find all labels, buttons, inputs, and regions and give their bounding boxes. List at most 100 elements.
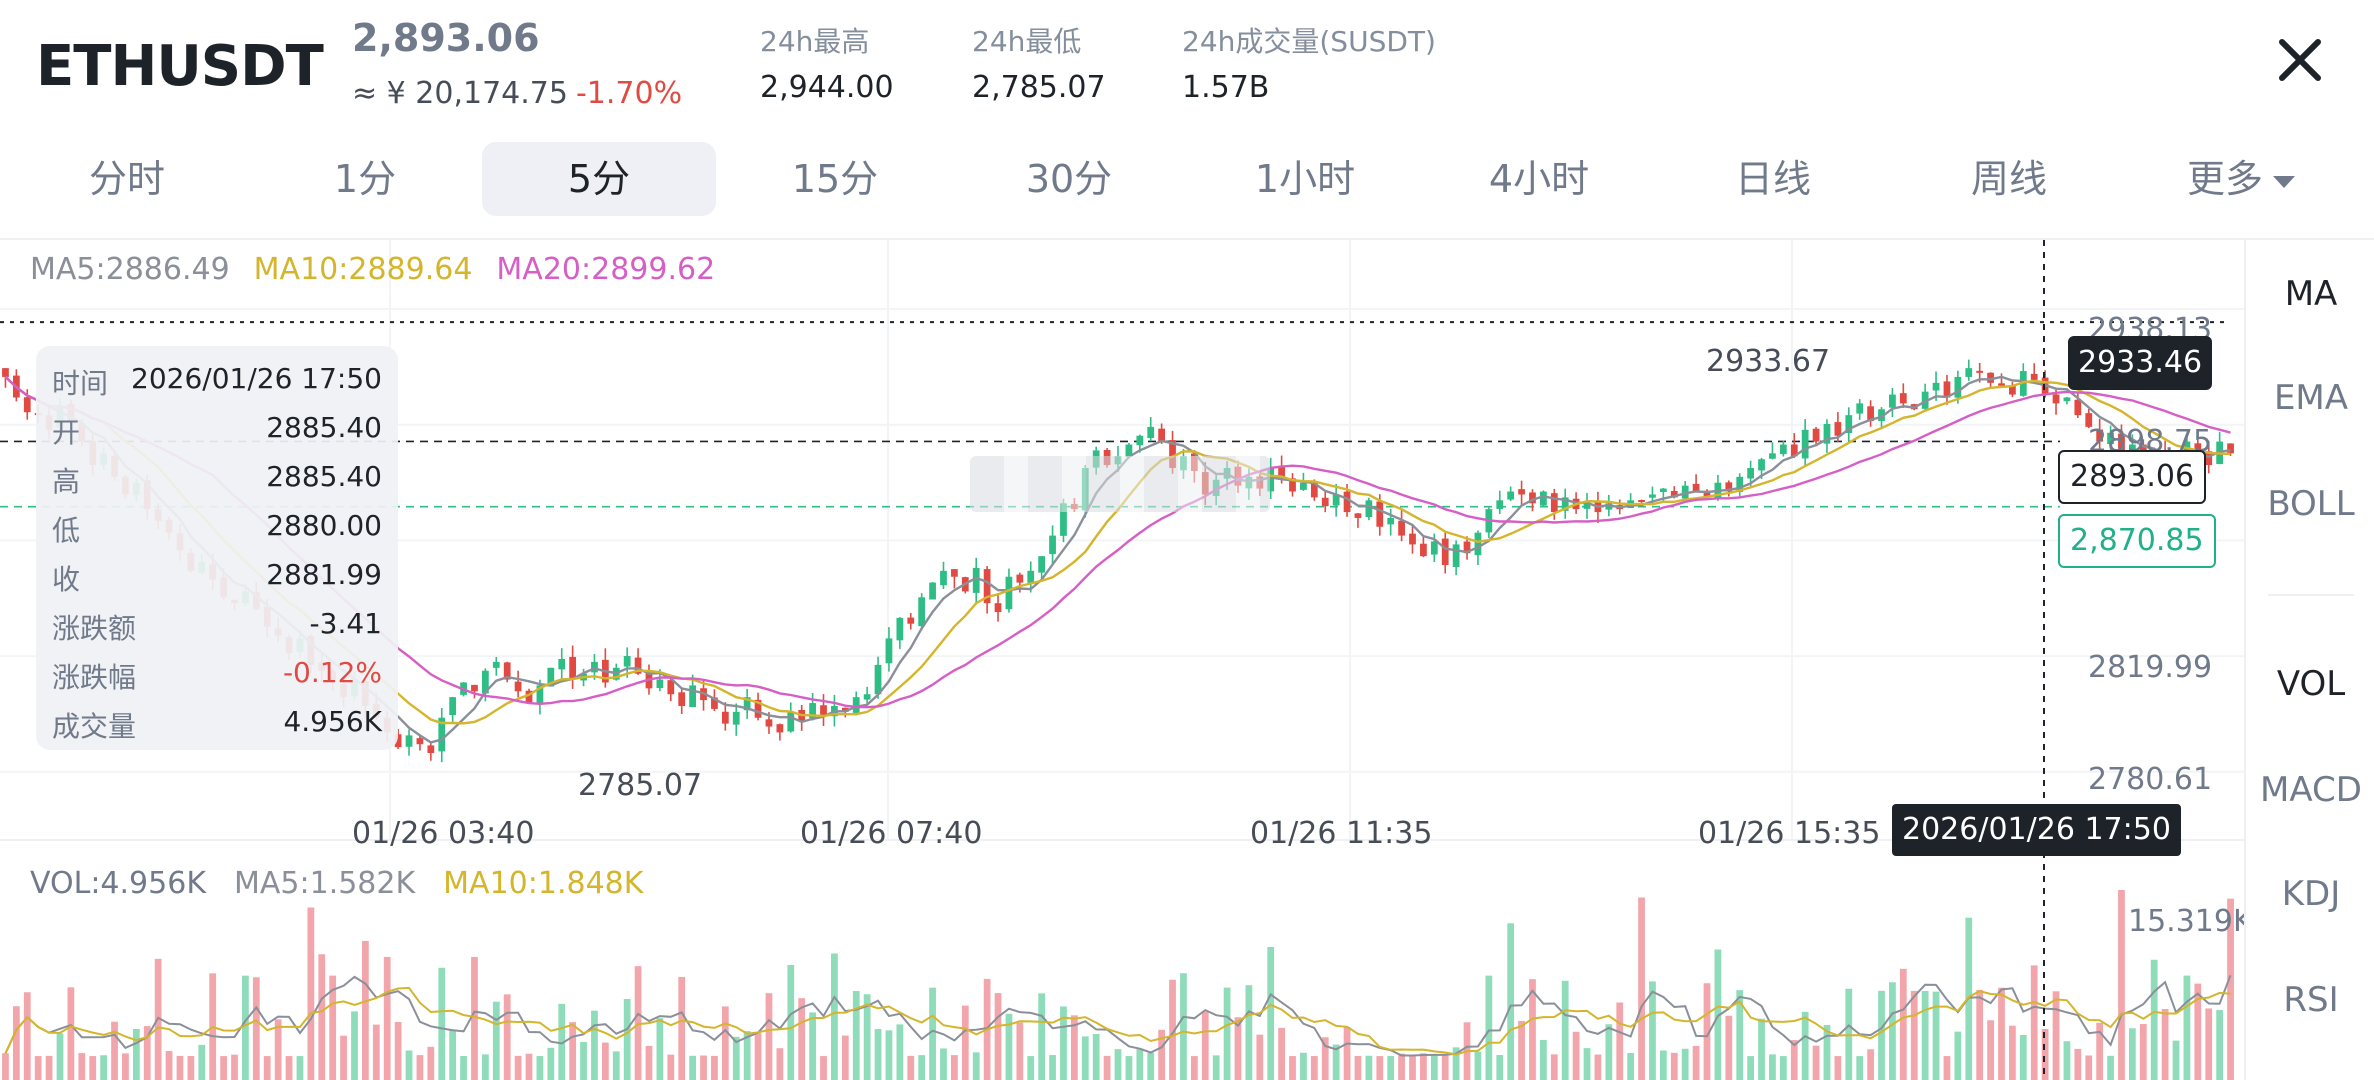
volume-bar [634,966,642,1080]
last-price: 2,893.06 [352,16,540,60]
tab-1h[interactable]: 1小时 [1254,157,1356,201]
candle-body [1845,415,1853,434]
candle-body [2096,429,2104,442]
tooltip-row-change-pct: 涨跌幅 -0.12% [52,656,382,704]
volume-bar [907,1055,915,1080]
volume-bar [263,1056,271,1080]
volume-bar [1518,1020,1525,1080]
candle-body [492,661,500,668]
indicator-ema[interactable]: EMA [2273,378,2349,418]
volume-bar [187,1056,195,1080]
volume-bar [656,1018,664,1080]
volume-bar [1529,979,1536,1080]
tooltip-value: -3.41 [309,607,382,640]
tooltip-key: 收 [52,563,81,596]
candle-body [1387,517,1395,525]
volume-bar [591,1010,598,1080]
candle-body [907,617,915,624]
indicator-vol[interactable]: VOL [2276,664,2346,704]
high-price-tag: 2933.46 [2068,336,2213,390]
mark-price-tag: 2,870.85 [2058,514,2216,568]
crosshair-time-tag: 2026/01/26 17:50 [1892,804,2181,856]
candle-body [2183,441,2191,459]
volume-bar [820,1056,827,1080]
candle-body [983,569,991,604]
tab-4h[interactable]: 4小时 [1488,157,1590,201]
tab-15m[interactable]: 15分 [791,157,879,201]
candle-body [1779,444,1787,455]
volume-bar [1147,1052,1155,1080]
volume-bar [1049,1055,1056,1080]
volume-bar [645,1045,653,1080]
candle-body [1278,466,1285,477]
volume-bar [1125,1056,1133,1080]
volume-bar [536,1056,544,1080]
volume-bar [2085,1055,2093,1080]
candle-body [416,738,424,745]
volume-bar [1201,1011,1209,1080]
tab-more[interactable]: 更多 [2124,142,2358,216]
volume-bar [1278,1027,1285,1080]
volume-bar [1245,985,1253,1080]
ma10-legend: MA10:2889.64 [253,252,473,287]
volume-bar [503,994,511,1080]
volume-bar [1812,1045,1820,1080]
volume-bar [242,975,249,1080]
volume-bar [1932,991,1940,1080]
volume-bar [340,1035,347,1080]
volume-bar [220,1056,227,1080]
tab-weekly[interactable]: 周线 [1970,157,2047,201]
volume-bar [362,940,369,1080]
tooltip-key: 开 [52,416,81,449]
volume-bar [1736,990,1744,1080]
indicator-ma[interactable]: MA [2284,274,2338,314]
candle-body [1474,532,1482,556]
volume-bar [1430,1055,1438,1080]
tab-5m[interactable]: 5分 [482,142,716,216]
tab-time-share[interactable]: 分时 [88,157,165,201]
candle-body [1790,444,1798,457]
volume-bar [1136,1048,1144,1080]
indicator-boll[interactable]: BOLL [2267,484,2355,524]
volume-bar [700,1055,707,1080]
tooltip-value: 2885.40 [266,411,382,444]
volume-bar [1998,987,2005,1080]
candle-body [569,656,577,680]
volume-bar [405,1050,413,1080]
indicator-rsi[interactable]: RSI [2283,980,2339,1020]
candle-body [1867,406,1874,422]
volume-bar [1747,1056,1755,1080]
volume-bar [776,1048,784,1080]
candle-body [885,638,893,664]
stat-volume-label: 24h成交量(SUSDT) [1182,25,1436,58]
volume-bars [2,890,2234,1080]
volume-bar [1409,1056,1416,1080]
volume-ma5-line [4,974,2232,1057]
volume-bar [1507,923,1515,1080]
indicator-macd[interactable]: MACD [2260,770,2362,810]
candle-body [438,717,446,752]
tooltip-value: 2885.40 [266,460,382,493]
candle-body [2205,451,2213,466]
indicator-kdj[interactable]: KDJ [2281,874,2341,914]
volume-bar [1441,1055,1449,1080]
candle-body [972,567,980,593]
volume-bar [2128,1028,2136,1080]
candle-body [1932,382,1940,391]
volume-bar [1496,1054,1504,1080]
volume-bar [122,1053,129,1080]
candle-body [896,617,904,641]
tab-30m[interactable]: 30分 [1025,157,1113,201]
candle-body [1049,535,1056,555]
volume-bar [1594,1054,1602,1080]
current-price-tag: 2893.06 [2058,450,2207,504]
close-button[interactable] [2270,30,2330,90]
volume-bar [2019,1035,2027,1080]
candle-body [754,699,762,718]
candle-body [1758,459,1765,471]
tab-daily[interactable]: 日线 [1734,157,1811,201]
volume-bar [961,1005,969,1080]
candle-body [1027,570,1035,583]
candle-body [1561,497,1569,511]
tab-1m[interactable]: 1分 [333,157,397,201]
